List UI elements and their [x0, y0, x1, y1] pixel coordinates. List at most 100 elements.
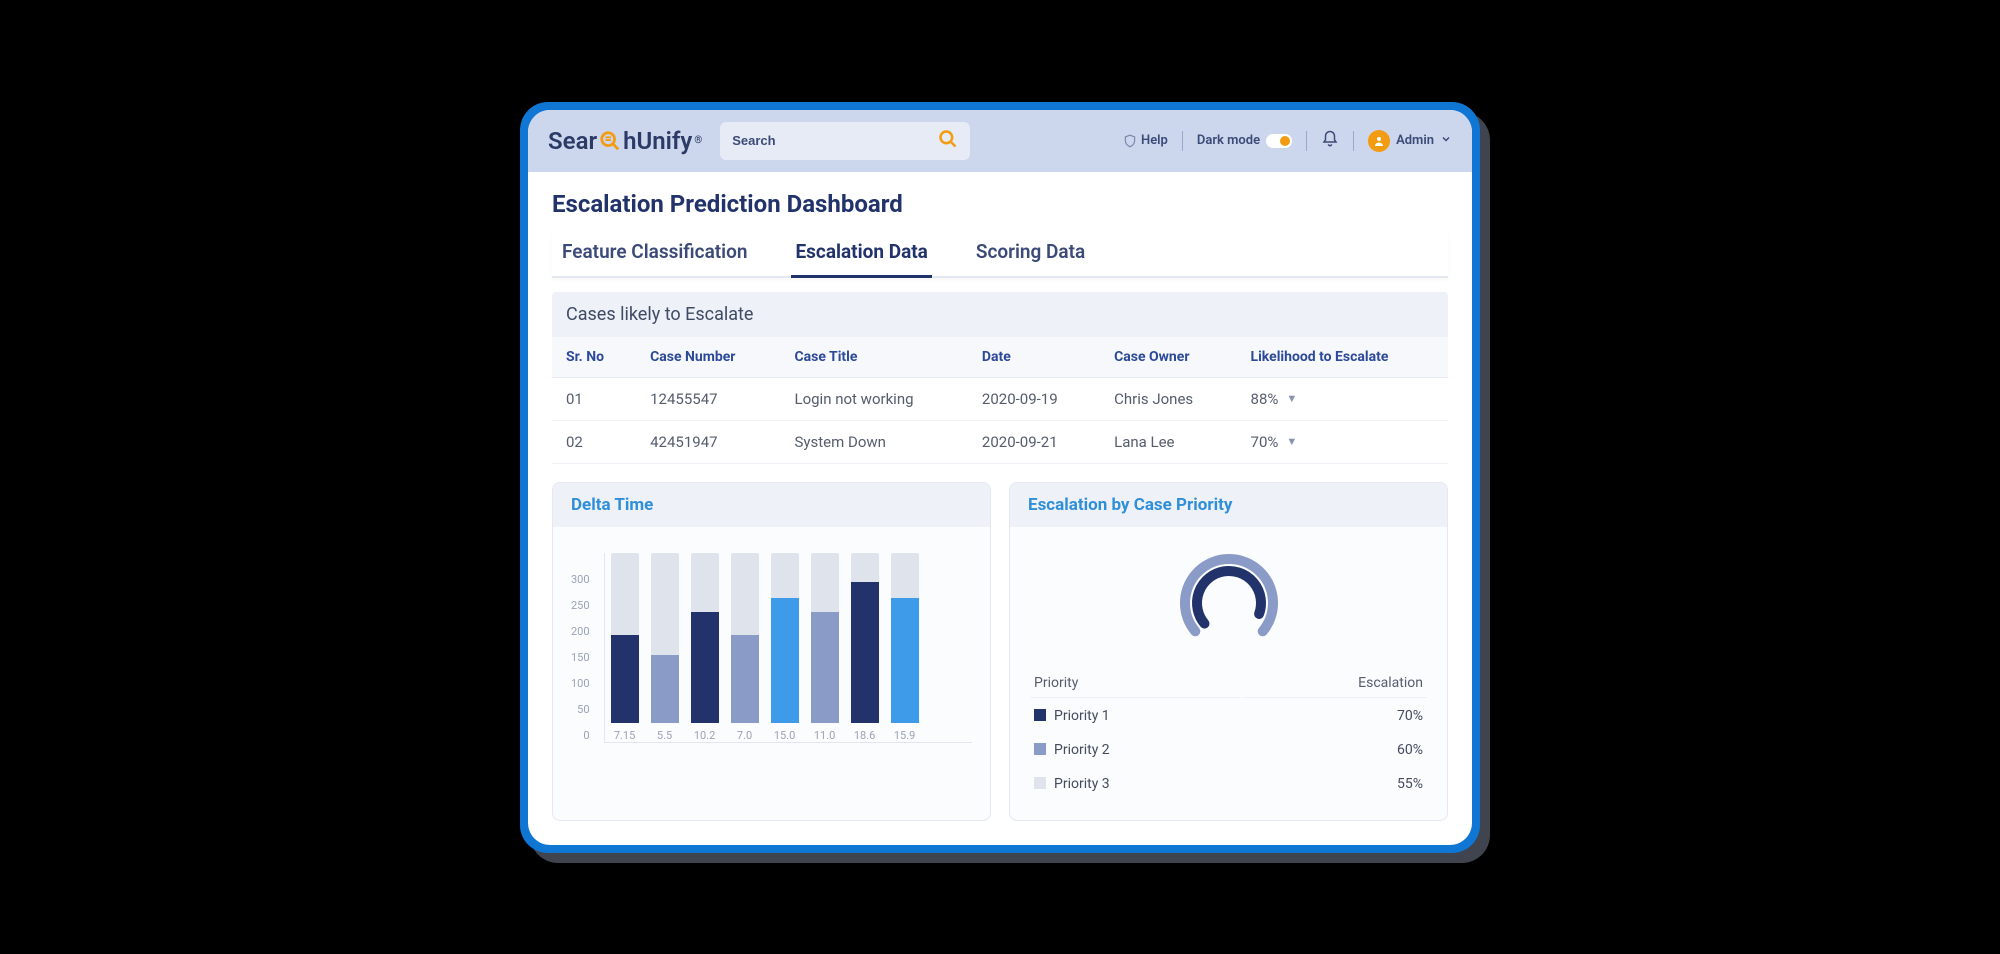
priority-col-header: Priority	[1030, 669, 1241, 698]
device-frame: Sear hUnify ®	[520, 102, 1480, 853]
table-row[interactable]: 0112455547Login not working2020-09-19Chr…	[552, 377, 1448, 420]
table-header-row: Sr. NoCase NumberCase TitleDateCase Owne…	[552, 337, 1448, 378]
escalation-col-header: Escalation	[1243, 669, 1427, 698]
priority-value: 55%	[1243, 768, 1427, 800]
bar: 7.15	[611, 553, 639, 742]
y-tick: 50	[571, 703, 590, 716]
search-box[interactable]	[720, 122, 970, 160]
bell-icon[interactable]	[1321, 130, 1339, 152]
priority-card: Escalation by Case Priority Priority Esc…	[1009, 482, 1448, 821]
priority-title: Escalation by Case Priority	[1010, 483, 1447, 527]
delta-time-card: Delta Time 300 250 200 150 100 50 0 7.15 5.5 10.…	[552, 482, 991, 821]
cell-sr: 01	[552, 377, 636, 420]
bar: 18.6	[851, 553, 879, 742]
bar-label: 10.2	[694, 729, 715, 742]
avatar-icon	[1368, 130, 1390, 152]
cell-num: 12455547	[636, 377, 780, 420]
column-header: Case Owner	[1100, 337, 1236, 378]
tab-escalation-data[interactable]: Escalation Data	[791, 232, 931, 278]
brand-pre: Sear	[548, 127, 597, 155]
delta-time-chart: 300 250 200 150 100 50 0 7.15 5.5 10.2 7.0 15.0 11.…	[571, 543, 972, 743]
cases-table: Sr. NoCase NumberCase TitleDateCase Owne…	[552, 337, 1448, 464]
priority-value: 60%	[1243, 734, 1427, 766]
cell-likelihood[interactable]: 70%▼	[1237, 420, 1448, 463]
priority-row: Priority 170%	[1030, 700, 1427, 732]
priority-label: Priority 2	[1030, 734, 1241, 766]
cell-num: 42451947	[636, 420, 780, 463]
help-label: Help	[1141, 133, 1168, 148]
cell-title: System Down	[781, 420, 968, 463]
darkmode-toggle[interactable]: Dark mode	[1197, 133, 1292, 148]
bar-label: 15.0	[774, 729, 795, 742]
bar: 10.2	[691, 553, 719, 742]
cell-date: 2020-09-21	[968, 420, 1100, 463]
y-axis: 300 250 200 150 100 50 0	[571, 573, 594, 743]
bar-label: 11.0	[814, 729, 835, 742]
y-tick: 100	[571, 677, 590, 690]
search-input[interactable]	[732, 133, 938, 148]
bar-label: 7.15	[614, 729, 635, 742]
y-tick: 300	[571, 573, 590, 586]
priority-label: Priority 1	[1030, 700, 1241, 732]
divider	[1353, 131, 1354, 151]
column-header: Sr. No	[552, 337, 636, 378]
magnifier-icon	[599, 130, 621, 152]
cases-header: Cases likely to Escalate	[552, 292, 1448, 337]
tab-scoring-data[interactable]: Scoring Data	[972, 232, 1089, 278]
shield-icon	[1123, 134, 1137, 148]
topbar: Sear hUnify ®	[528, 110, 1472, 172]
bar: 15.0	[771, 553, 799, 742]
caret-down-icon: ▼	[1286, 392, 1297, 405]
brand-logo: Sear hUnify ®	[548, 127, 702, 155]
cell-owner: Chris Jones	[1100, 377, 1236, 420]
column-header: Case Number	[636, 337, 780, 378]
cell-likelihood[interactable]: 88%▼	[1237, 377, 1448, 420]
content: Escalation Prediction Dashboard Feature …	[528, 172, 1472, 845]
bars-area: 7.15 5.5 10.2 7.0 15.0 11.0 18.6 15.9	[604, 553, 972, 743]
cell-owner: Lana Lee	[1100, 420, 1236, 463]
screen: Sear hUnify ®	[528, 110, 1472, 845]
y-tick: 200	[571, 625, 590, 638]
caret-down-icon: ▼	[1286, 435, 1297, 448]
page-title: Escalation Prediction Dashboard	[552, 190, 1448, 218]
brand-reg: ®	[694, 135, 702, 146]
help-link[interactable]: Help	[1123, 133, 1168, 148]
search-icon[interactable]	[938, 129, 958, 153]
tab-feature-classification[interactable]: Feature Classification	[558, 232, 751, 278]
cards-row: Delta Time 300 250 200 150 100 50 0 7.15 5.5 10.…	[552, 482, 1448, 821]
priority-gauge	[1028, 543, 1429, 653]
delta-time-title: Delta Time	[553, 483, 990, 527]
cell-date: 2020-09-19	[968, 377, 1100, 420]
priority-value: 70%	[1243, 700, 1427, 732]
bar: 5.5	[651, 553, 679, 742]
y-tick: 250	[571, 599, 590, 612]
table-row[interactable]: 0242451947System Down2020-09-21Lana Lee7…	[552, 420, 1448, 463]
bar: 7.0	[731, 553, 759, 742]
admin-label: Admin	[1396, 133, 1434, 148]
chevron-down-icon	[1440, 133, 1452, 149]
y-tick: 150	[571, 651, 590, 664]
divider	[1182, 131, 1183, 151]
bar-label: 5.5	[657, 729, 672, 742]
column-header: Date	[968, 337, 1100, 378]
priority-row: Priority 355%	[1030, 768, 1427, 800]
divider	[1306, 131, 1307, 151]
y-tick: 0	[571, 729, 590, 742]
column-header: Case Title	[781, 337, 968, 378]
cell-title: Login not working	[781, 377, 968, 420]
bar-label: 15.9	[894, 729, 915, 742]
toggle-icon[interactable]	[1266, 134, 1292, 148]
admin-menu[interactable]: Admin	[1368, 130, 1452, 152]
bar-label: 18.6	[854, 729, 875, 742]
darkmode-label: Dark mode	[1197, 133, 1260, 148]
bar: 15.9	[891, 553, 919, 742]
cell-sr: 02	[552, 420, 636, 463]
tabs: Feature Classification Escalation Data Sco…	[552, 232, 1448, 278]
bar-label: 7.0	[737, 729, 752, 742]
priority-table: Priority Escalation Priority 170%Priorit…	[1028, 667, 1429, 802]
brand-post: hUnify	[623, 127, 692, 155]
bar: 11.0	[811, 553, 839, 742]
column-header: Likelihood to Escalate	[1237, 337, 1448, 378]
priority-row: Priority 260%	[1030, 734, 1427, 766]
topbar-right: Help Dark mode Adm	[1123, 130, 1452, 152]
